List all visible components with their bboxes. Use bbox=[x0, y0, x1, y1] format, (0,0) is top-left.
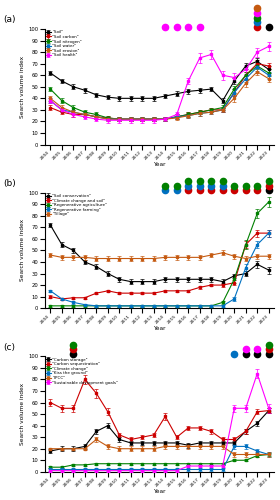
Text: (c): (c) bbox=[3, 342, 15, 351]
X-axis label: Year: Year bbox=[153, 326, 166, 331]
Text: (a): (a) bbox=[3, 16, 16, 24]
X-axis label: Year: Year bbox=[153, 490, 166, 494]
X-axis label: Year: Year bbox=[153, 162, 166, 167]
Y-axis label: Search volume index: Search volume index bbox=[20, 56, 25, 118]
Legend: "Carbon storage", "Carbon sequestration", "Climate change", "Kiss the ground", ": "Carbon storage", "Carbon sequestration"… bbox=[45, 357, 118, 385]
Y-axis label: Search volume index: Search volume index bbox=[20, 220, 25, 282]
Y-axis label: Search volume index: Search volume index bbox=[20, 383, 25, 445]
Text: (b): (b) bbox=[3, 179, 16, 188]
Legend: "Soil", "Soil carbon", "Soil nitrogen", "Soil water", "Soil erosion", "Soil heal: "Soil", "Soil carbon", "Soil nitrogen", … bbox=[45, 30, 82, 58]
Legend: "Soil conservation", "Climate change and soil", "Regenerative agriculture", "Reg: "Soil conservation", "Climate change and… bbox=[45, 194, 108, 217]
